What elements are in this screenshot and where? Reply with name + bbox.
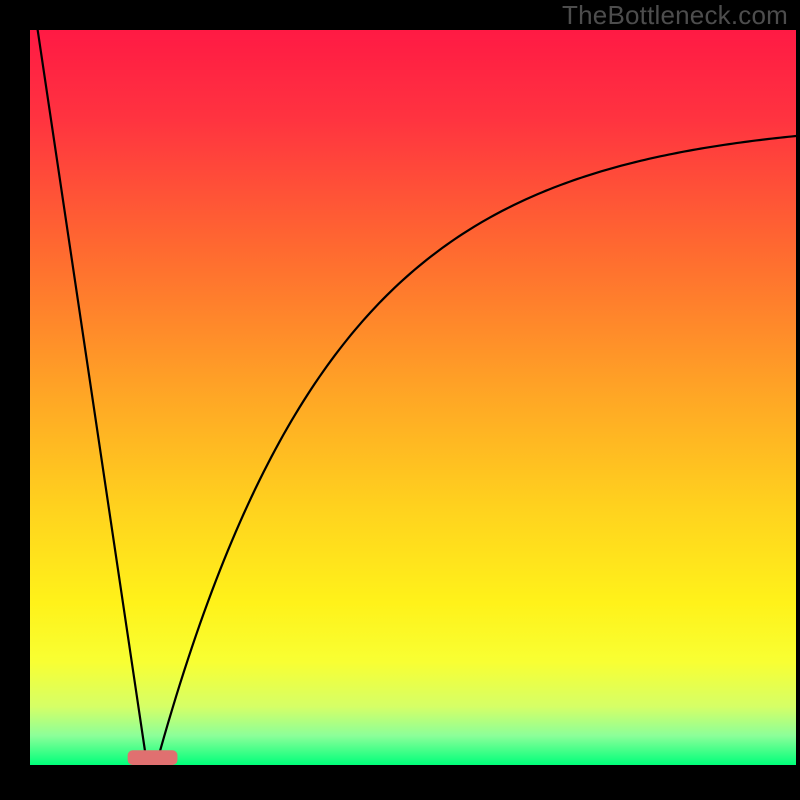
chart-svg: [30, 30, 796, 765]
gradient-background: [30, 30, 796, 765]
optimum-marker: [128, 750, 178, 765]
chart-frame: TheBottleneck.com: [0, 0, 800, 800]
watermark-text: TheBottleneck.com: [562, 0, 788, 31]
plot-area: [30, 30, 796, 765]
